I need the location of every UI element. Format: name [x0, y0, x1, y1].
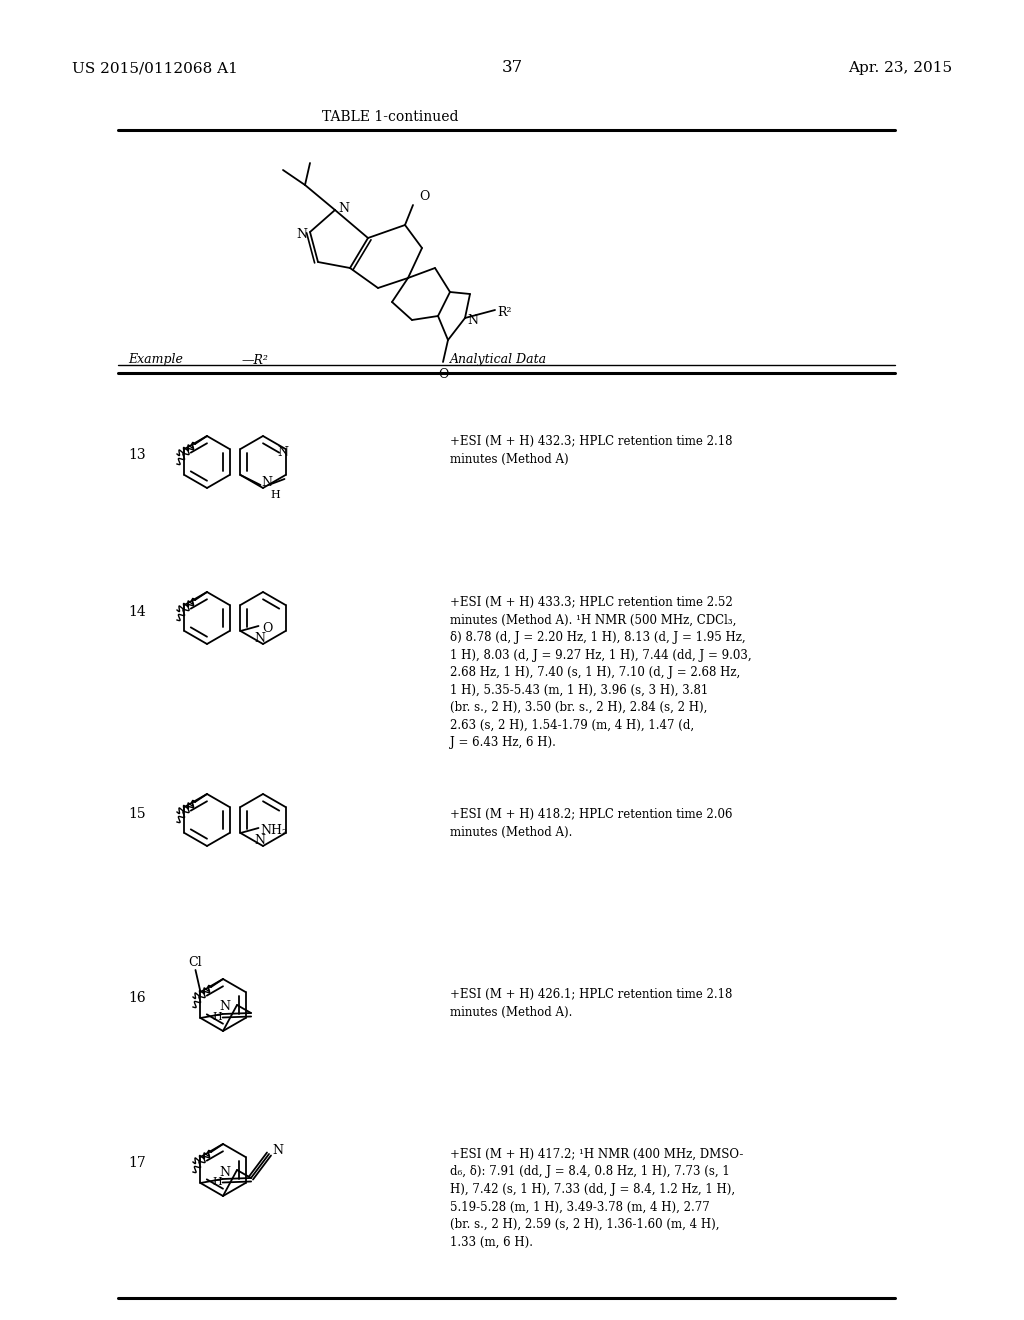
Text: O: O [419, 190, 429, 203]
Text: Analytical Data: Analytical Data [450, 354, 547, 367]
Text: 13: 13 [128, 447, 145, 462]
Text: R²: R² [497, 305, 512, 318]
Text: N: N [255, 834, 265, 847]
Text: +ESI (M + H) 418.2; HPLC retention time 2.06
minutes (Method A).: +ESI (M + H) 418.2; HPLC retention time … [450, 808, 732, 838]
Text: N: N [261, 477, 272, 490]
Text: +ESI (M + H) 417.2; ¹H NMR (400 MHz, DMSO-
d₆, δ): 7.91 (dd, J = 8.4, 0.8 Hz, 1 : +ESI (M + H) 417.2; ¹H NMR (400 MHz, DMS… [450, 1148, 743, 1249]
Text: N: N [272, 1143, 283, 1156]
Text: Example: Example [128, 354, 183, 367]
Text: N: N [467, 314, 478, 326]
Text: 37: 37 [502, 59, 522, 77]
Text: NH₂: NH₂ [260, 824, 288, 837]
Text: N: N [278, 446, 288, 458]
Text: O: O [438, 367, 449, 380]
Text: N: N [255, 632, 265, 645]
Text: 17: 17 [128, 1156, 145, 1170]
Text: H: H [212, 1012, 222, 1022]
Text: Cl: Cl [188, 956, 203, 969]
Text: +ESI (M + H) 432.3; HPLC retention time 2.18
minutes (Method A): +ESI (M + H) 432.3; HPLC retention time … [450, 436, 732, 466]
Text: N: N [219, 1001, 230, 1014]
Text: N: N [296, 227, 307, 240]
Text: TABLE 1-continued: TABLE 1-continued [322, 110, 459, 124]
Text: 16: 16 [128, 991, 145, 1005]
Text: H: H [270, 490, 281, 500]
Text: —R²: —R² [242, 354, 268, 367]
Text: N: N [338, 202, 349, 214]
Text: 14: 14 [128, 605, 145, 619]
Text: +ESI (M + H) 426.1; HPLC retention time 2.18
minutes (Method A).: +ESI (M + H) 426.1; HPLC retention time … [450, 987, 732, 1019]
Text: H: H [212, 1177, 222, 1187]
Text: US 2015/0112068 A1: US 2015/0112068 A1 [72, 61, 238, 75]
Text: +ESI (M + H) 433.3; HPLC retention time 2.52
minutes (Method A). ¹H NMR (500 MHz: +ESI (M + H) 433.3; HPLC retention time … [450, 597, 752, 748]
Text: Apr. 23, 2015: Apr. 23, 2015 [848, 61, 952, 75]
Text: 15: 15 [128, 807, 145, 821]
Text: O: O [262, 622, 272, 635]
Text: N: N [219, 1166, 230, 1179]
